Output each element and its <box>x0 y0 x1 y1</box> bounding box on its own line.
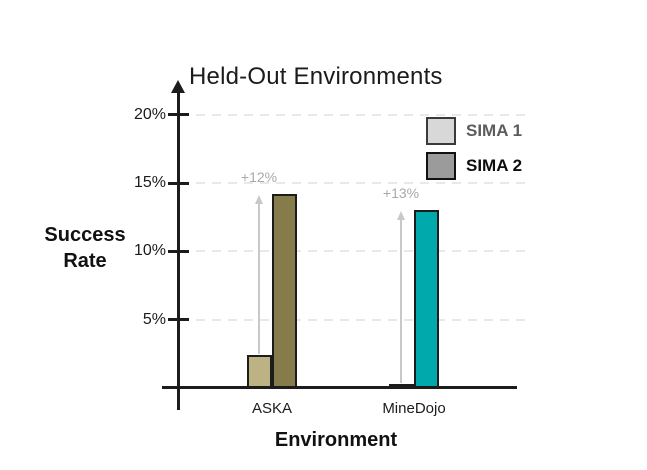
y-axis-arrowhead-icon <box>171 80 185 93</box>
y-axis-title-line2: Rate <box>63 250 107 272</box>
x-category-label-minedojo: MineDojo <box>382 400 446 417</box>
legend-swatch-sima1 <box>426 117 456 145</box>
legend-item-sima1: SIMA 1 <box>426 117 522 145</box>
gridline-20% <box>180 113 532 116</box>
y-axis-title-line1: Success <box>44 224 126 246</box>
bar-sima1-aska <box>247 355 272 388</box>
gridline-5% <box>180 318 532 321</box>
legend-label-sima1: SIMA 1 <box>466 121 523 140</box>
x-category-label-aska: ASKA <box>251 400 293 417</box>
y-tick-label-15%: 15% <box>133 174 166 192</box>
x-axis-line <box>162 386 517 389</box>
bar-sima2-minedojo <box>414 210 439 388</box>
gridline-10% <box>180 250 532 253</box>
legend-swatch-sima2 <box>426 152 456 180</box>
delta-label-ASKA: +12% <box>240 169 278 186</box>
y-axis-line <box>177 90 180 410</box>
increase-arrow-head-icon-ASKA <box>254 195 263 205</box>
legend-label-sima2: SIMA 2 <box>466 156 523 175</box>
y-axis-title: Success Rate <box>40 222 130 274</box>
chart-title: Held-Out Environments <box>189 63 443 90</box>
y-tick-label-20%: 20% <box>133 105 166 123</box>
legend: SIMA 1 SIMA 2 <box>426 117 522 187</box>
increase-arrow-line-MineDojo <box>400 219 402 383</box>
delta-label-MineDojo: +13% <box>382 185 420 202</box>
increase-arrow-line-ASKA <box>258 203 260 355</box>
bar-sima2-aska <box>272 194 297 388</box>
legend-item-sima2: SIMA 2 <box>426 152 522 180</box>
y-tick-label-10%: 10% <box>133 242 166 260</box>
x-axis-title: Environment <box>274 429 398 451</box>
increase-arrow-head-icon-MineDojo <box>396 211 405 221</box>
y-tick-label-5%: 5% <box>142 310 166 328</box>
gridline-15% <box>180 182 532 185</box>
